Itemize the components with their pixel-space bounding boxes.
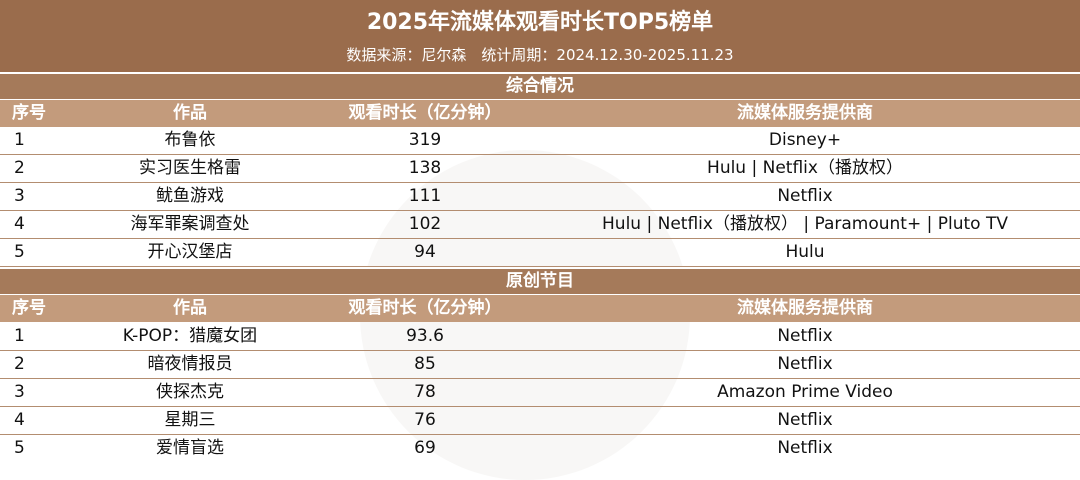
time-cell: 85 bbox=[414, 354, 436, 374]
table-row: 5 开心汉堡店 94 Hulu bbox=[0, 239, 1080, 267]
col-header-work: 作品 bbox=[173, 298, 207, 318]
table-row: 2 暗夜情报员 85 Netflix bbox=[0, 351, 1080, 379]
time-cell: 94 bbox=[414, 242, 436, 262]
provider-cell: Hulu | Netflix（播放权） bbox=[707, 158, 903, 178]
work-cell: 鱿鱼游戏 bbox=[156, 186, 224, 206]
rank-cell: 2 bbox=[14, 158, 25, 178]
rank-cell: 5 bbox=[14, 242, 25, 262]
work-cell: 开心汉堡店 bbox=[147, 242, 233, 262]
provider-cell: Amazon Prime Video bbox=[717, 382, 893, 402]
col-header-provider: 流媒体服务提供商 bbox=[737, 298, 873, 318]
rank-cell: 3 bbox=[14, 382, 25, 402]
provider-cell: Netflix bbox=[777, 326, 833, 346]
rank-cell: 5 bbox=[14, 438, 25, 458]
provider-cell: Netflix bbox=[777, 354, 833, 374]
provider-cell: Hulu | Netflix（播放权） | Paramount+ | Pluto… bbox=[602, 214, 1008, 234]
rank-cell: 4 bbox=[14, 214, 25, 234]
work-cell: 海军罪案调查处 bbox=[130, 214, 250, 234]
provider-cell: Netflix bbox=[777, 438, 833, 458]
time-cell: 69 bbox=[414, 438, 436, 458]
work-cell: 布鲁依 bbox=[164, 130, 216, 150]
table-row: 2 实习医生格雷 138 Hulu | Netflix（播放权） bbox=[0, 155, 1080, 183]
column-header-row: 序号 作品 观看时长（亿分钟） 流媒体服务提供商 bbox=[0, 99, 1080, 127]
provider-cell: Hulu bbox=[785, 242, 825, 262]
col-header-no: 序号 bbox=[12, 298, 46, 318]
col-header-no: 序号 bbox=[12, 103, 46, 123]
time-cell: 76 bbox=[414, 410, 436, 430]
rank-cell: 1 bbox=[14, 326, 25, 346]
work-cell: 爱情盲选 bbox=[156, 438, 224, 458]
work-cell: 侠探杰克 bbox=[156, 382, 224, 402]
provider-cell: Netflix bbox=[777, 410, 833, 430]
time-cell: 78 bbox=[414, 382, 436, 402]
table-row: 3 侠探杰克 78 Amazon Prime Video bbox=[0, 379, 1080, 407]
table-row: 1 K-POP：猎魔女团 93.6 Netflix bbox=[0, 323, 1080, 351]
time-cell: 102 bbox=[408, 214, 442, 234]
col-header-work: 作品 bbox=[173, 103, 207, 123]
table-title: 2025年流媒体观看时长TOP5榜单 bbox=[366, 10, 714, 35]
ranking-table: 2025年流媒体观看时长TOP5榜单 数据来源：尼尔森 统计周期：2024.12… bbox=[0, 0, 1080, 463]
rank-cell: 1 bbox=[14, 130, 25, 150]
time-cell: 319 bbox=[408, 130, 442, 150]
table-row: 3 鱿鱼游戏 111 Netflix bbox=[0, 183, 1080, 211]
provider-cell: Disney+ bbox=[768, 130, 842, 150]
col-header-time: 观看时长（亿分钟） bbox=[348, 103, 502, 123]
title-bar: 2025年流媒体观看时长TOP5榜单 数据来源：尼尔森 统计周期：2024.12… bbox=[0, 0, 1080, 72]
work-cell: K-POP：猎魔女团 bbox=[122, 326, 258, 346]
section-header-originals: 原创节目 bbox=[0, 267, 1080, 294]
rank-cell: 3 bbox=[14, 186, 25, 206]
rank-cell: 4 bbox=[14, 410, 25, 430]
section-header-overall: 综合情况 bbox=[0, 72, 1080, 99]
rank-cell: 2 bbox=[14, 354, 25, 374]
table-row: 5 爱情盲选 69 Netflix bbox=[0, 435, 1080, 463]
provider-cell: Netflix bbox=[777, 186, 833, 206]
work-cell: 星期三 bbox=[164, 410, 216, 430]
col-header-time: 观看时长（亿分钟） bbox=[348, 298, 502, 318]
column-header-row: 序号 作品 观看时长（亿分钟） 流媒体服务提供商 bbox=[0, 294, 1080, 322]
time-cell: 111 bbox=[408, 186, 442, 206]
col-header-provider: 流媒体服务提供商 bbox=[737, 103, 873, 123]
work-cell: 暗夜情报员 bbox=[147, 354, 233, 374]
work-cell: 实习医生格雷 bbox=[139, 158, 241, 178]
table-row: 4 海军罪案调查处 102 Hulu | Netflix（播放权） | Para… bbox=[0, 211, 1080, 239]
time-cell: 93.6 bbox=[406, 326, 444, 346]
time-cell: 138 bbox=[408, 158, 442, 178]
table-row: 1 布鲁依 319 Disney+ bbox=[0, 127, 1080, 155]
table-row: 4 星期三 76 Netflix bbox=[0, 407, 1080, 435]
table-subtitle: 数据来源：尼尔森 统计周期：2024.12.30-2025.11.23 bbox=[346, 46, 734, 64]
